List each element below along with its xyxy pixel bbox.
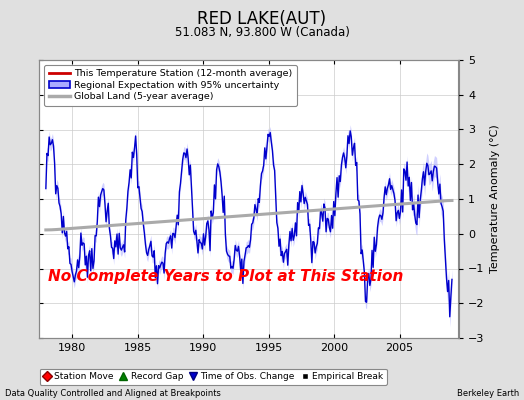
Text: RED LAKE(AUT): RED LAKE(AUT) bbox=[198, 10, 326, 28]
Y-axis label: Temperature Anomaly (°C): Temperature Anomaly (°C) bbox=[490, 125, 500, 273]
Text: Berkeley Earth: Berkeley Earth bbox=[456, 389, 519, 398]
Text: Data Quality Controlled and Aligned at Breakpoints: Data Quality Controlled and Aligned at B… bbox=[5, 389, 221, 398]
Text: 51.083 N, 93.800 W (Canada): 51.083 N, 93.800 W (Canada) bbox=[174, 26, 350, 39]
Text: No Complete Years to Plot at This Station: No Complete Years to Plot at This Statio… bbox=[48, 269, 403, 284]
Legend: Station Move, Record Gap, Time of Obs. Change, Empirical Break: Station Move, Record Gap, Time of Obs. C… bbox=[40, 369, 387, 385]
